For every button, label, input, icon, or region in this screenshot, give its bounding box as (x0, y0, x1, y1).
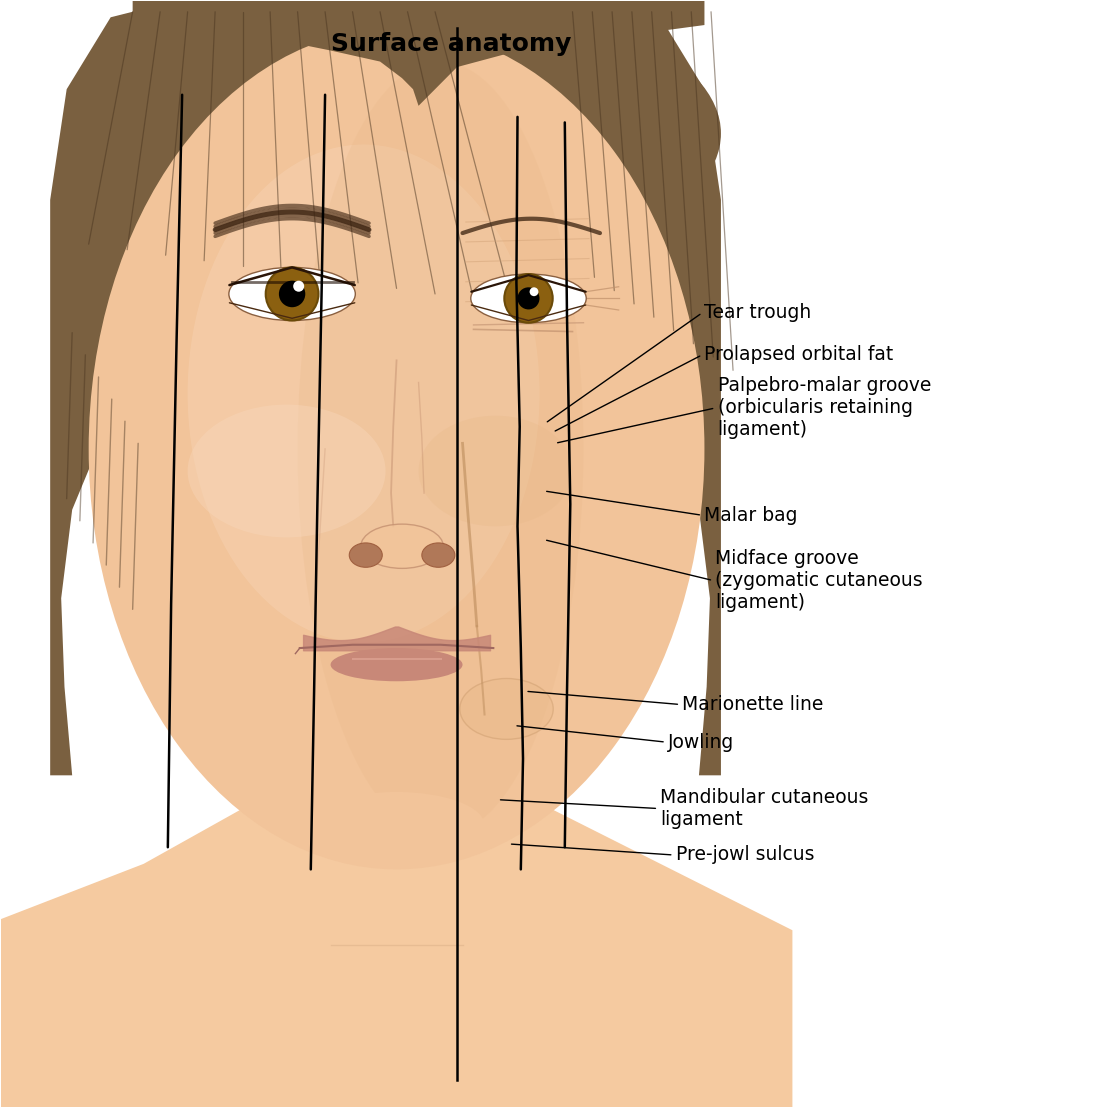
Text: Mandibular cutaneous
ligament: Mandibular cutaneous ligament (661, 788, 869, 829)
Ellipse shape (84, 0, 721, 277)
Polygon shape (132, 0, 705, 106)
Polygon shape (51, 1, 402, 776)
Ellipse shape (422, 543, 455, 567)
Polygon shape (402, 1, 721, 776)
Circle shape (265, 267, 318, 320)
Ellipse shape (330, 648, 462, 681)
Circle shape (279, 280, 305, 307)
Polygon shape (1, 803, 793, 1107)
Text: Prolapsed orbital fat: Prolapsed orbital fat (705, 346, 894, 365)
Ellipse shape (89, 29, 705, 870)
Ellipse shape (418, 416, 573, 526)
Circle shape (530, 287, 538, 296)
Polygon shape (308, 798, 484, 964)
Circle shape (293, 280, 304, 291)
Ellipse shape (187, 404, 385, 537)
Ellipse shape (349, 543, 382, 567)
Ellipse shape (471, 274, 586, 322)
Text: Pre-jowl sulcus: Pre-jowl sulcus (676, 845, 815, 864)
Ellipse shape (187, 144, 539, 643)
Circle shape (517, 287, 539, 309)
Ellipse shape (460, 678, 553, 739)
Ellipse shape (361, 524, 444, 568)
Text: Tear trough: Tear trough (705, 304, 811, 322)
Text: Midface groove
(zygomatic cutaneous
ligament): Midface groove (zygomatic cutaneous liga… (716, 550, 923, 612)
Text: Palpebro-malar groove
(orbicularis retaining
ligament): Palpebro-malar groove (orbicularis retai… (718, 377, 931, 440)
Circle shape (504, 274, 553, 322)
Text: Jowling: Jowling (668, 732, 734, 751)
Text: Surface anatomy: Surface anatomy (331, 32, 571, 55)
Ellipse shape (297, 62, 584, 837)
Ellipse shape (308, 792, 484, 859)
Text: Malar bag: Malar bag (705, 505, 798, 525)
Ellipse shape (229, 267, 356, 320)
Text: Marionette line: Marionette line (683, 695, 824, 714)
